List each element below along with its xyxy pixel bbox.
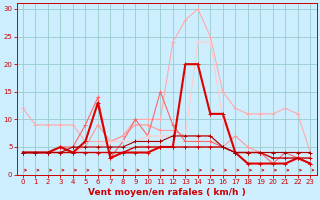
X-axis label: Vent moyen/en rafales ( km/h ): Vent moyen/en rafales ( km/h ) (88, 188, 245, 197)
